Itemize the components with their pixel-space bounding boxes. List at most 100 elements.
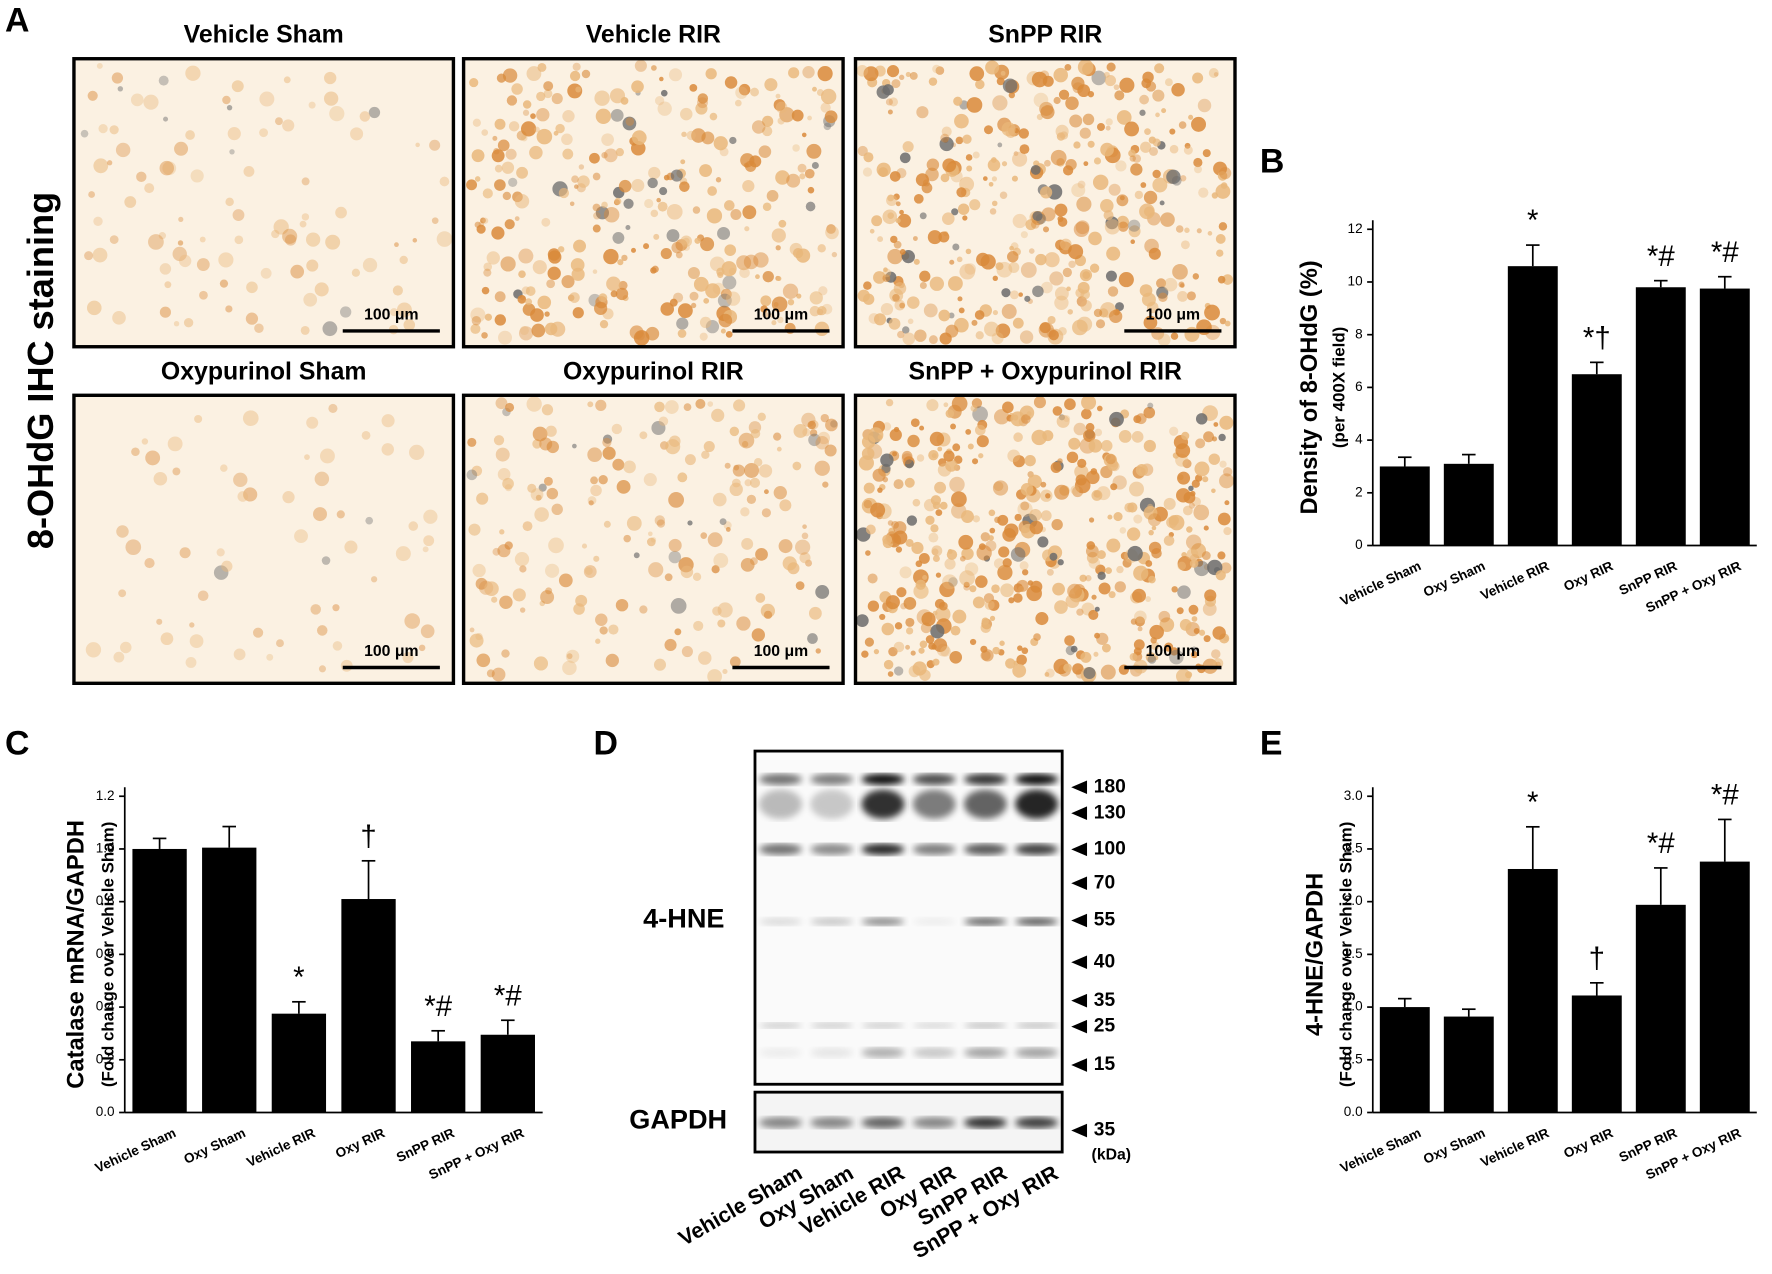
stain-dot xyxy=(480,217,486,224)
stain-dot xyxy=(1147,402,1154,409)
stain-dot xyxy=(522,100,532,109)
y-tick-label: 6 xyxy=(1355,379,1363,394)
stain-dot xyxy=(1215,570,1226,581)
blot-band xyxy=(1015,917,1059,926)
blot-band xyxy=(810,1047,854,1058)
stain-dot xyxy=(623,198,634,209)
bar xyxy=(1507,266,1558,546)
marker-label: 100 xyxy=(1094,838,1126,859)
stain-dot xyxy=(536,91,546,102)
stain-dot xyxy=(668,492,685,508)
stain-dot xyxy=(1065,159,1077,171)
image-title: SnPP RIR xyxy=(988,22,1102,49)
stain-dot xyxy=(992,646,1000,655)
stain-dot xyxy=(758,464,773,478)
stain-dot xyxy=(167,436,183,452)
stain-dot xyxy=(693,620,704,631)
scale-label: 100 μm xyxy=(754,306,808,323)
stain-dot xyxy=(1139,109,1146,116)
stain-dot xyxy=(969,638,977,646)
stain-dot xyxy=(1086,470,1100,485)
stain-dot xyxy=(544,322,558,336)
stain-dot xyxy=(595,638,601,644)
blot-band xyxy=(759,1022,803,1029)
stain-dot xyxy=(1028,248,1035,254)
stain-dot xyxy=(399,255,408,265)
blot-band xyxy=(912,1117,956,1129)
stain-dot xyxy=(787,298,795,306)
stain-dot xyxy=(601,133,614,147)
stain-dot xyxy=(775,93,781,99)
stain-dot xyxy=(1128,219,1141,232)
marker-arrow xyxy=(1071,1019,1088,1034)
stain-dot xyxy=(172,246,187,262)
stain-dot xyxy=(282,119,295,132)
stain-dot xyxy=(693,276,709,292)
y-tick-label: 2.0 xyxy=(1344,893,1363,908)
stain-dot xyxy=(972,596,985,609)
stain-dot xyxy=(1178,121,1187,129)
stain-dot xyxy=(653,233,660,240)
stain-dot xyxy=(976,252,990,267)
stain-dot xyxy=(925,515,935,525)
stain-dot xyxy=(562,110,575,123)
stain-dot xyxy=(502,68,518,83)
stain-dot xyxy=(679,181,690,192)
stain-dot xyxy=(902,332,916,346)
stain-dot xyxy=(321,556,331,565)
stain-dot xyxy=(190,169,204,183)
stain-dot xyxy=(670,598,687,614)
stain-dot xyxy=(482,188,493,199)
stain-dot xyxy=(1073,221,1090,237)
stain-dot xyxy=(415,142,420,148)
stain-dot xyxy=(1069,114,1083,128)
stain-dot xyxy=(1017,645,1023,651)
stain-dot xyxy=(436,231,453,247)
stain-dot xyxy=(921,182,933,194)
stain-dot xyxy=(361,430,371,440)
stain-dot xyxy=(1065,96,1079,110)
stain-dot xyxy=(93,158,109,174)
stain-dot xyxy=(1203,431,1215,443)
stain-dot xyxy=(572,307,584,319)
stain-dot xyxy=(1001,122,1016,137)
stain-dot xyxy=(867,573,878,584)
stain-dot xyxy=(243,166,255,177)
stain-dot xyxy=(809,305,821,317)
y-axis-subtitle: (Fold change over Vehicle Sham) xyxy=(1336,822,1355,1087)
stain-dot xyxy=(699,164,713,177)
stain-dot xyxy=(483,262,493,272)
stain-dot xyxy=(189,622,195,628)
stain-dot xyxy=(1207,231,1213,236)
stain-dot xyxy=(920,622,932,634)
stain-dot xyxy=(439,176,450,187)
stain-dot xyxy=(1124,121,1140,137)
stain-dot xyxy=(491,226,505,240)
stain-dot xyxy=(680,107,693,121)
stain-dot xyxy=(1008,597,1015,604)
stain-dot xyxy=(1212,626,1226,640)
blot-band xyxy=(963,789,1007,819)
stain-dot xyxy=(1169,649,1184,665)
stain-dot xyxy=(495,397,508,410)
stain-dot xyxy=(989,527,996,534)
stain-dot xyxy=(1064,63,1072,71)
stain-dot xyxy=(1012,455,1026,468)
stain-dot xyxy=(958,534,974,550)
stain-dot xyxy=(870,502,886,518)
stain-dot xyxy=(350,127,364,141)
stain-dot xyxy=(548,537,564,554)
stain-dot xyxy=(1085,422,1095,432)
stain-dot xyxy=(735,86,748,99)
stain-dot xyxy=(683,403,692,412)
stain-dot xyxy=(1044,159,1051,167)
stain-dot xyxy=(136,171,147,182)
y-tick-label: 4 xyxy=(1355,432,1363,447)
stain-dot xyxy=(1110,461,1120,472)
stain-dot xyxy=(474,176,481,182)
stain-dot xyxy=(497,467,511,481)
stain-dot xyxy=(536,128,553,145)
stain-dot xyxy=(615,598,629,612)
stain-dot xyxy=(522,109,530,116)
stain-dot xyxy=(861,650,869,658)
